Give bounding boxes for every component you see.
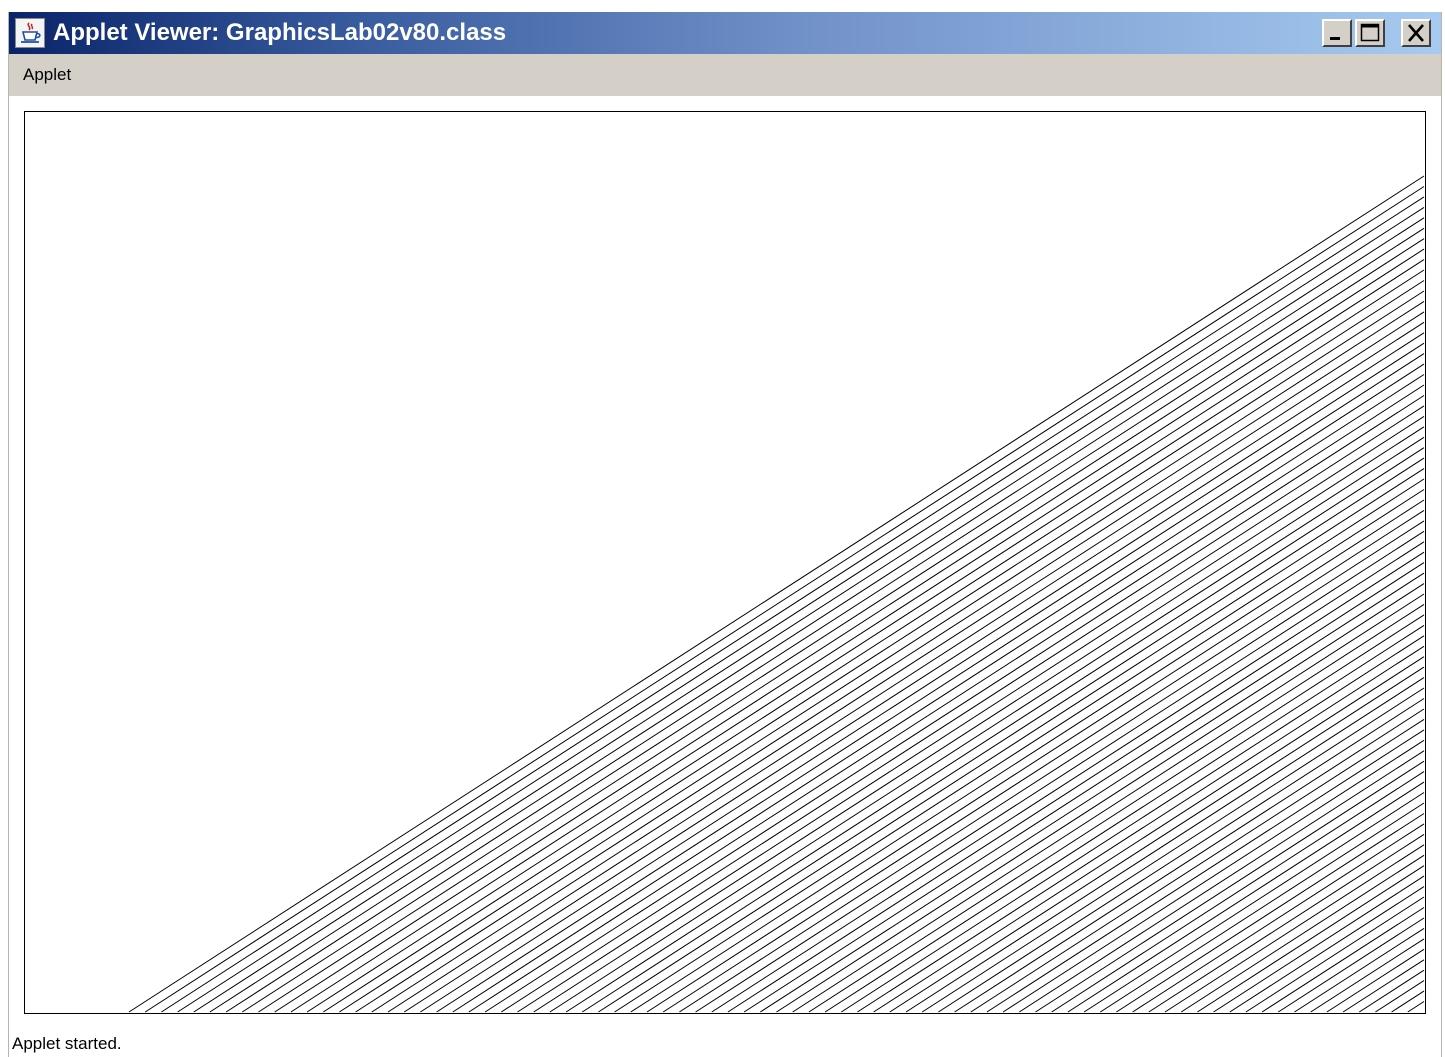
menu-applet[interactable]: Applet (23, 65, 72, 84)
envelope-line (582, 468, 1425, 1013)
envelope-line (1148, 833, 1425, 1013)
envelope-line (501, 415, 1425, 1013)
envelope-line (1326, 948, 1425, 1013)
envelope-line (193, 217, 1425, 1013)
envelope-line (323, 300, 1425, 1013)
envelope-line (954, 708, 1425, 1013)
envelope-line (1180, 854, 1425, 1013)
envelope-line (371, 332, 1425, 1013)
applet-canvas[interactable] (24, 111, 1426, 1014)
envelope-line (808, 614, 1425, 1013)
envelope-line (1359, 969, 1425, 1013)
envelope-line (630, 499, 1425, 1013)
envelope-line (1019, 750, 1425, 1013)
envelope-line (420, 363, 1425, 1013)
close-button[interactable] (1401, 19, 1431, 47)
envelope-line (355, 321, 1425, 1013)
envelope-line (1116, 813, 1425, 1013)
envelope-line (306, 290, 1425, 1013)
envelope-line (565, 457, 1425, 1013)
envelope-line (857, 645, 1425, 1013)
envelope-line (970, 718, 1425, 1013)
envelope-line (1407, 1001, 1425, 1013)
line-art-drawing (128, 175, 1425, 1013)
envelope-line (517, 426, 1425, 1013)
envelope-line (436, 374, 1425, 1013)
envelope-line (1342, 959, 1425, 1013)
envelope-lines (128, 175, 1425, 1013)
maximize-icon (1360, 23, 1380, 42)
envelope-line (1213, 875, 1425, 1013)
envelope-line (1132, 823, 1425, 1013)
envelope-line (258, 259, 1425, 1013)
envelope-line (776, 593, 1425, 1013)
envelope-line (1002, 739, 1425, 1013)
envelope-line (889, 666, 1425, 1013)
envelope-line (177, 206, 1425, 1013)
envelope-line (921, 687, 1425, 1013)
envelope-line (873, 656, 1425, 1013)
status-text: Applet started. (12, 1034, 122, 1053)
envelope-line (614, 489, 1425, 1013)
envelope-line (533, 436, 1425, 1013)
maximize-button[interactable] (1355, 19, 1385, 47)
envelope-line (1051, 771, 1425, 1013)
applet-viewer-window: Applet Viewer: GraphicsLab02v80.class Ap… (8, 12, 1442, 1057)
envelope-line (1100, 802, 1425, 1013)
envelope-line (1229, 886, 1425, 1013)
envelope-line (128, 175, 1425, 1013)
envelope-line (727, 562, 1425, 1013)
envelope-line (1375, 980, 1425, 1013)
envelope-line (339, 311, 1425, 1013)
envelope-line (760, 583, 1425, 1013)
envelope-line (290, 280, 1425, 1013)
envelope-line (662, 520, 1425, 1013)
minimize-icon (1330, 37, 1340, 40)
envelope-line (711, 551, 1425, 1013)
status-bar: Applet started. (9, 1033, 1441, 1057)
envelope-line (986, 729, 1425, 1013)
envelope-line (225, 238, 1425, 1013)
envelope-line (468, 395, 1425, 1013)
envelope-line (1245, 896, 1425, 1013)
envelope-line (1310, 938, 1425, 1013)
envelope-line (1391, 990, 1425, 1013)
window-title: Applet Viewer: GraphicsLab02v80.class (53, 19, 507, 46)
envelope-line (695, 541, 1425, 1013)
envelope-line (452, 384, 1425, 1013)
envelope-line (1261, 907, 1425, 1013)
envelope-line (274, 269, 1425, 1013)
menu-bar: Applet (9, 54, 1441, 96)
envelope-line (403, 353, 1425, 1013)
envelope-line (242, 248, 1425, 1013)
envelope-line (484, 405, 1425, 1013)
envelope-line (743, 572, 1425, 1013)
envelope-line (387, 342, 1425, 1013)
envelope-line (549, 447, 1425, 1013)
envelope-line (1294, 927, 1425, 1013)
envelope-line (1197, 865, 1425, 1013)
envelope-line (792, 603, 1425, 1013)
envelope-line (1035, 760, 1425, 1013)
envelope-line (938, 698, 1425, 1013)
envelope-line (161, 196, 1425, 1013)
envelope-line (679, 530, 1425, 1013)
close-icon (1408, 24, 1424, 42)
minimize-button[interactable] (1322, 19, 1352, 47)
envelope-line (209, 227, 1425, 1013)
envelope-line (1278, 917, 1425, 1013)
java-cup-icon[interactable] (15, 18, 45, 48)
envelope-line (824, 624, 1425, 1013)
envelope-line (144, 186, 1425, 1013)
envelope-line (841, 635, 1425, 1013)
envelope-line (1083, 792, 1425, 1013)
title-bar[interactable]: Applet Viewer: GraphicsLab02v80.class (9, 12, 1441, 54)
envelope-line (646, 509, 1425, 1013)
applet-content-area (9, 96, 1441, 1033)
envelope-line (598, 478, 1425, 1013)
envelope-line (1067, 781, 1425, 1013)
envelope-line (1164, 844, 1425, 1013)
envelope-line (905, 677, 1425, 1013)
